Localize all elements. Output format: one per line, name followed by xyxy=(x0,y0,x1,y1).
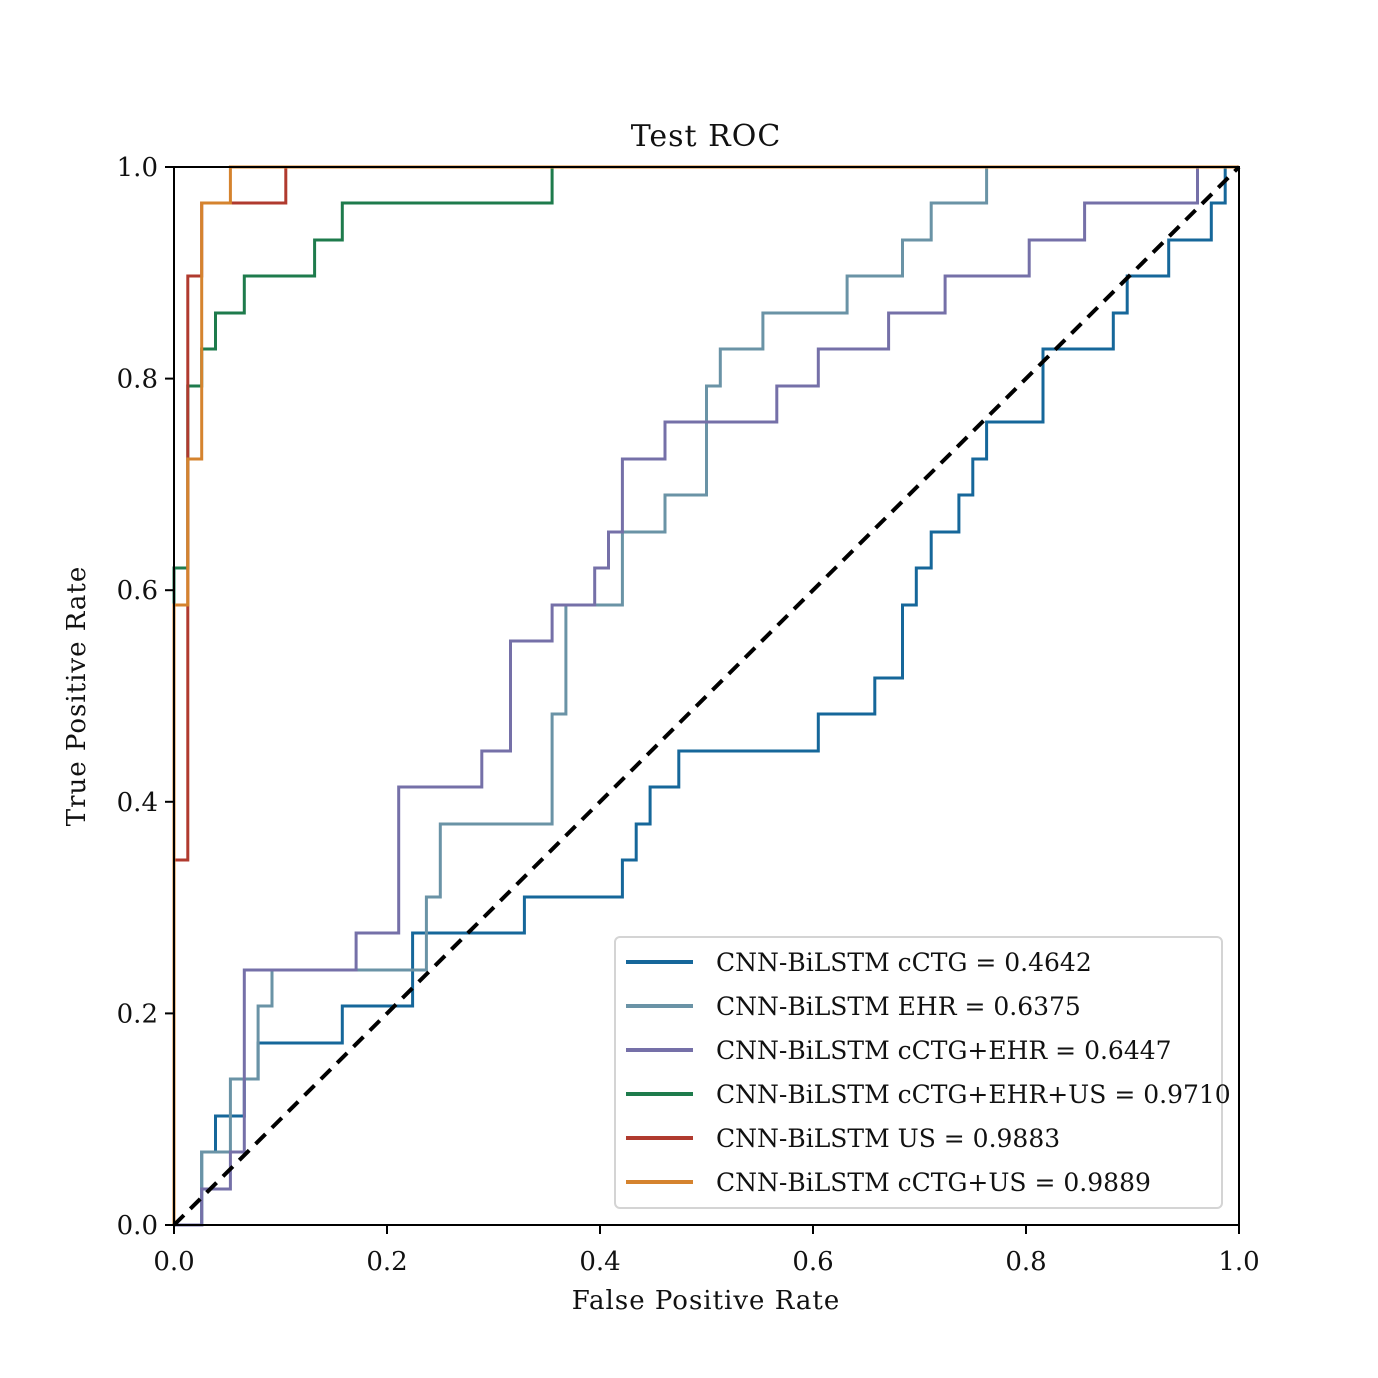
chart-title: Test ROC xyxy=(631,119,782,154)
roc-curve-6 xyxy=(172,165,1239,1225)
y-tick-label: 0.2 xyxy=(117,999,158,1029)
roc-curve-1 xyxy=(174,165,1239,1227)
x-tick-label: 0.2 xyxy=(366,1247,407,1277)
x-tick-label: 0.8 xyxy=(1005,1247,1046,1277)
legend-entry-label: CNN-BiLSTM US = 0.9883 xyxy=(716,1124,1060,1153)
x-tick-label: 0.6 xyxy=(792,1247,833,1277)
x-tick-label: 0.4 xyxy=(579,1247,620,1277)
y-tick-label: 0.0 xyxy=(117,1211,158,1241)
roc-curve-3 xyxy=(174,165,1239,1227)
legend-entry-label: CNN-BiLSTM EHR = 0.6375 xyxy=(716,992,1081,1021)
legend-box xyxy=(614,936,1223,1209)
y-tick-label: 0.8 xyxy=(117,365,158,395)
y-tick-label: 0.6 xyxy=(117,576,158,606)
legend-entry-label: CNN-BiLSTM cCTG+EHR = 0.6447 xyxy=(716,1036,1172,1065)
x-axis: 0.0 0.2 0.4 0.6 0.8 1.0 xyxy=(153,1225,1260,1277)
x-axis-label: False Positive Rate xyxy=(572,1286,840,1316)
y-tick-label: 0.4 xyxy=(117,788,158,818)
y-axis-label: True Positive Rate xyxy=(62,566,92,827)
legend-entry-label: CNN-BiLSTM cCTG+EHR+US = 0.9710 xyxy=(716,1080,1231,1109)
x-tick-label: 0.0 xyxy=(153,1247,194,1277)
y-tick-label: 1.0 xyxy=(117,153,158,183)
x-tick-label: 1.0 xyxy=(1218,1247,1259,1277)
curves-layer xyxy=(172,165,1241,1227)
legend: CNN-BiLSTM cCTG = 0.4642 CNN-BiLSTM EHR =… xyxy=(614,936,1231,1209)
chance-diagonal-line xyxy=(172,165,1241,1227)
y-axis: 0.0 0.2 0.4 0.6 0.8 1.0 xyxy=(117,153,174,1241)
legend-entry-label: CNN-BiLSTM cCTG = 0.4642 xyxy=(716,948,1092,977)
legend-entry-label: CNN-BiLSTM cCTG+US = 0.9889 xyxy=(716,1168,1151,1197)
plot-frame xyxy=(173,166,1240,1226)
